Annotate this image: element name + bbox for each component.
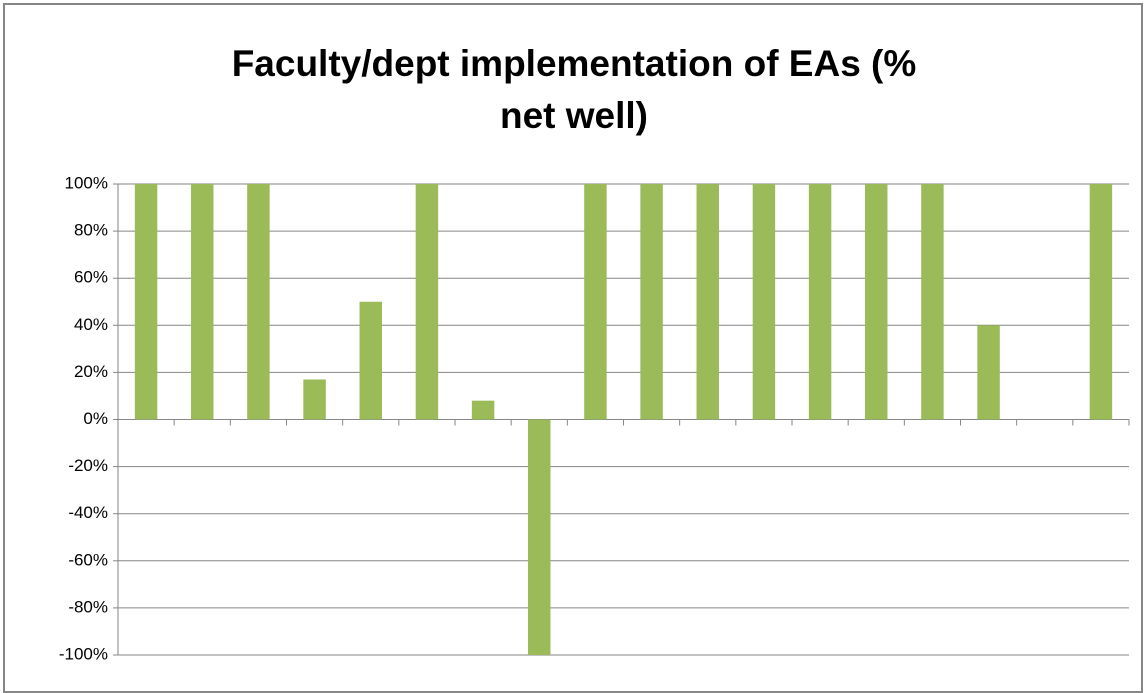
- y-tick-label: 20%: [74, 362, 108, 381]
- bar: [752, 184, 776, 420]
- bar: [471, 400, 495, 420]
- bar: [1089, 184, 1113, 420]
- y-tick-label: -40%: [68, 503, 108, 522]
- bar: [415, 184, 439, 420]
- bar: [303, 379, 326, 420]
- bar: [977, 325, 1000, 420]
- bar: [640, 184, 663, 420]
- bar: [191, 184, 214, 420]
- chart-title: Faculty/dept implementation of EAs (% ne…: [231, 43, 917, 136]
- y-tick-label: -20%: [68, 456, 108, 475]
- bar: [359, 301, 382, 420]
- y-tick-label: 100%: [65, 173, 108, 192]
- bar: [528, 419, 551, 655]
- bar: [696, 184, 719, 420]
- y-tick-label: -100%: [59, 644, 108, 663]
- y-tick-label: 80%: [74, 221, 108, 240]
- bar: [865, 184, 888, 420]
- bar: [247, 184, 270, 420]
- y-tick-label: -60%: [68, 550, 108, 569]
- y-tick-label: 40%: [74, 315, 108, 334]
- y-tick-label: -80%: [68, 597, 108, 616]
- y-tick-label: 0%: [83, 409, 108, 428]
- bar: [584, 184, 607, 420]
- y-tick-label: 60%: [74, 268, 108, 287]
- bar: [134, 184, 158, 420]
- bar: [921, 184, 944, 420]
- bar: [808, 184, 832, 420]
- chart: -100% -80% -60% -40% -20% 0% 20% 40% 60% 80% 100%: [59, 173, 1130, 663]
